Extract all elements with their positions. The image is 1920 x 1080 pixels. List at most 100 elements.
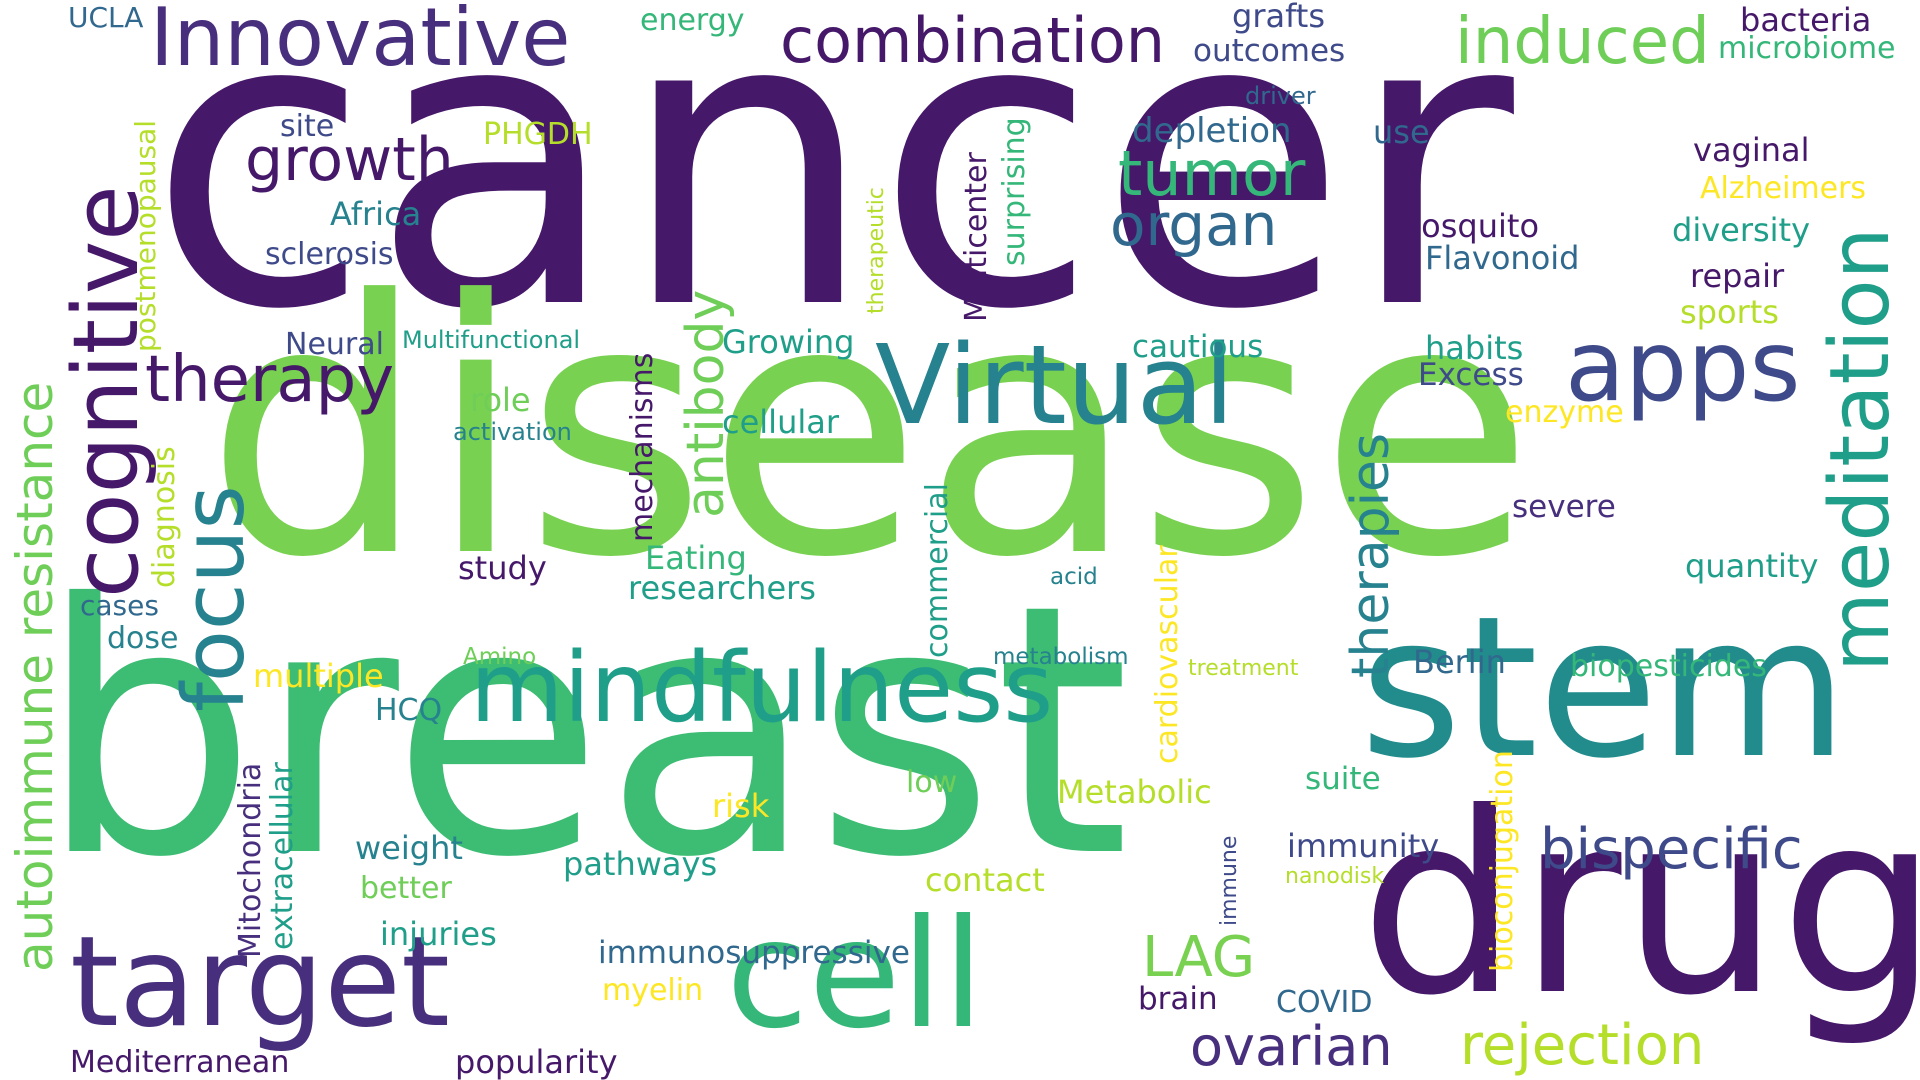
word-injuries: injuries	[380, 915, 497, 953]
word-habits: habits	[1425, 329, 1524, 367]
word-target: target	[70, 910, 451, 1055]
word-multicenter: Multicenter	[959, 152, 994, 322]
word-africa: Africa	[330, 195, 422, 233]
word-biopesticides: biopesticides	[1570, 649, 1767, 684]
word-innovative: Innovative	[150, 0, 571, 84]
word-disease: disease	[205, 226, 1535, 634]
word-therapies: therapies	[1341, 432, 1401, 678]
word-autoimmune-resistance: autoimmune resistance	[6, 381, 64, 972]
word-multiple: multiple	[253, 657, 384, 695]
word-stem: stem	[1360, 574, 1848, 801]
word-weight: weight	[355, 829, 463, 867]
word-ucla: UCLA	[68, 1, 144, 34]
word-mediterranean: Mediterranean	[70, 1045, 290, 1080]
word-excess: Excess	[1418, 357, 1524, 393]
word-metabolic: Metabolic	[1057, 773, 1212, 811]
word-cellular: cellular	[722, 403, 839, 441]
word-researchers: researchers	[628, 569, 816, 607]
word-mosquito: mosquito	[1390, 207, 1540, 245]
word-nanodisk: nanodisk	[1285, 864, 1385, 889]
word-diversity: diversity	[1672, 211, 1811, 249]
word-commercial: commercial	[920, 483, 955, 658]
word-energy: energy	[640, 3, 745, 38]
word-cell: cell	[726, 888, 985, 1062]
word-mindfulness: mindfulness	[470, 632, 1054, 744]
word-suite: suite	[1305, 761, 1381, 797]
word-use: use	[1373, 113, 1430, 151]
word-popularity: popularity	[455, 1043, 618, 1080]
word-treatment: treatment	[1188, 656, 1299, 681]
word-breast: breast	[38, 532, 1130, 933]
word-outcomes: outcomes	[1193, 33, 1346, 69]
word-contact: contact	[925, 861, 1045, 899]
word-site: site	[280, 109, 335, 144]
word-brain: brain	[1138, 981, 1218, 1017]
word-organ: organ	[1110, 191, 1278, 259]
word-acid: acid	[1050, 564, 1098, 590]
word-meditation: meditation	[1813, 227, 1908, 672]
word-hcq: HCQ	[375, 693, 443, 728]
word-surprising: surprising	[997, 117, 1032, 266]
word-better: better	[360, 871, 452, 906]
word-tumor: tumor	[1118, 137, 1306, 210]
word-induced: induced	[1455, 5, 1710, 79]
word-risk: risk	[712, 787, 770, 825]
word-bioconjugation: bioconjugation	[1485, 750, 1520, 972]
word-diagnosis: diagnosis	[147, 446, 182, 588]
word-activation: activation	[453, 418, 572, 446]
word-immune: immune	[1217, 835, 1242, 926]
word-covid: COVID	[1276, 985, 1373, 1020]
word-lag: LAG	[1142, 925, 1256, 990]
word-dose: dose	[107, 621, 179, 656]
word-apps: apps	[1565, 310, 1801, 424]
word-ovarian: ovarian	[1190, 1015, 1393, 1078]
word-role: role	[470, 381, 531, 419]
word-cautious: cautious	[1132, 329, 1264, 365]
word-phgdh: PHGDH	[483, 117, 593, 152]
word-immunity: immunity	[1287, 827, 1440, 865]
word-mechanisms: mechanisms	[625, 352, 660, 542]
word-driver: driver	[1245, 82, 1316, 110]
word-extracellular: extracellular	[265, 762, 300, 950]
word-immunosuppressive: immunosuppressive	[598, 935, 910, 971]
word-flavonoid: Flavonoid	[1425, 239, 1580, 277]
word-neural: Neural	[285, 327, 384, 362]
word-sports: sports	[1680, 293, 1779, 331]
word-amino: Amino	[463, 644, 537, 670]
word-repair: repair	[1690, 257, 1785, 295]
word-microbiome: microbiome	[1718, 31, 1896, 66]
word-severe: severe	[1512, 489, 1616, 525]
word-virtual: Virtual	[875, 321, 1235, 449]
word-depletion: depletion	[1132, 111, 1292, 151]
word-enzyme: enzyme	[1505, 395, 1624, 430]
word-metabolism: metabolism	[993, 644, 1129, 670]
word-eating: Eating	[645, 539, 747, 577]
word-drug: drug	[1360, 759, 1920, 1050]
word-study: study	[458, 549, 547, 587]
word-multifunctional: Multifunctional	[402, 326, 581, 354]
word-bispecific: bispecific	[1540, 817, 1803, 882]
word-growing: Growing	[722, 323, 855, 361]
word-berlin: Berlin	[1413, 643, 1506, 681]
word-quantity: quantity	[1685, 547, 1819, 585]
word-low: low	[906, 765, 958, 800]
word-growth: growth	[245, 125, 454, 195]
word-cancer: cancer	[148, 0, 1514, 398]
word-rejection: rejection	[1460, 1013, 1705, 1078]
word-focus: focus	[165, 485, 264, 712]
word-bacteria: bacteria	[1740, 1, 1872, 39]
word-grafts: grafts	[1232, 0, 1325, 35]
word-cardiovascular: cardiovascular	[1150, 545, 1185, 764]
word-combination: combination	[780, 4, 1166, 77]
word-pathways: pathways	[563, 845, 718, 883]
word-therapeutic: therapeutic	[864, 187, 889, 314]
word-vaginal: vaginal	[1693, 131, 1810, 169]
word-therapy: therapy	[145, 343, 395, 417]
word-myelin: myelin	[602, 973, 704, 1008]
word-sclerosis: sclerosis	[265, 237, 394, 272]
word-postmenopausal: postmenopausal	[129, 119, 162, 352]
word-mitochondria: Mitochondria	[233, 762, 268, 958]
word-cases: cases	[80, 589, 159, 622]
word-alzheimers: Alzheimers	[1700, 171, 1867, 206]
